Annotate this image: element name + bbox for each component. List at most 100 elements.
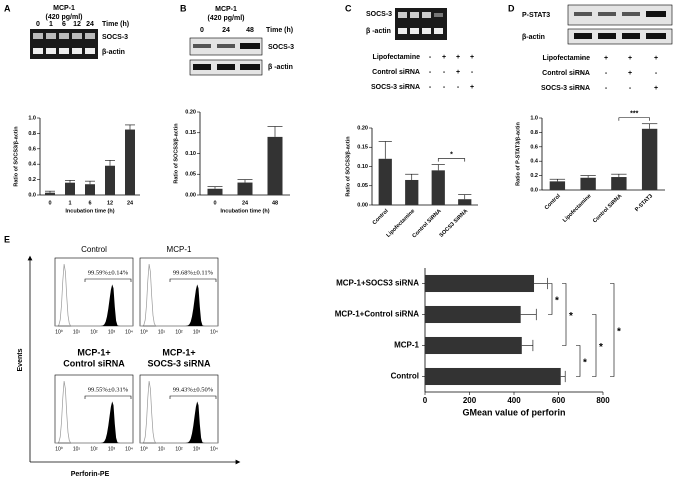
y-tick-label: 0.8 bbox=[28, 131, 36, 137]
treatment-sign: - bbox=[429, 54, 432, 61]
y-tick-label: MCP-1+SOCS3 siRNA bbox=[336, 279, 419, 288]
lane-label: 6 bbox=[62, 21, 66, 28]
histogram-x-tick-label: 10³ bbox=[193, 329, 201, 335]
x-tick-label: Lipofectamine bbox=[562, 193, 593, 224]
bar bbox=[85, 184, 95, 195]
x-tick-label: 0 bbox=[423, 396, 428, 405]
y-tick-label: 0.6 bbox=[530, 144, 538, 150]
treatment-label: SOCS-3 siRNA bbox=[541, 85, 590, 92]
blot-d bbox=[567, 4, 673, 45]
x-tick-label: Control SiRNA bbox=[592, 193, 623, 224]
treatment-sign: + bbox=[628, 70, 632, 77]
histogram-x-tick-label: 10³ bbox=[193, 446, 201, 452]
blot-subtitle: (420 pg/ml) bbox=[46, 14, 83, 21]
x-tick-label: 48 bbox=[272, 200, 278, 206]
x-tick-label: 6 bbox=[88, 200, 91, 206]
y-axis-label: Ratio of SOCS3/β-actin bbox=[13, 126, 19, 187]
x-tick-label: 400 bbox=[507, 396, 521, 405]
treatment-sign: + bbox=[456, 69, 460, 76]
histogram-x-tick-label: 10⁴ bbox=[125, 329, 133, 335]
y-tick-label: 0.4 bbox=[28, 162, 37, 168]
histogram-x-tick-label: 10³ bbox=[108, 446, 116, 452]
histogram-title: MCP-1 bbox=[167, 245, 192, 254]
treatment-sign: - bbox=[581, 70, 584, 77]
treatment-sign: - bbox=[655, 70, 658, 77]
blot-row-label: SOCS-3 bbox=[102, 34, 128, 41]
y-tick-label: 0.20 bbox=[185, 109, 196, 115]
x-tick-label: Control bbox=[372, 208, 390, 226]
significance-label: * bbox=[555, 296, 559, 307]
blot-row-label: β -actin bbox=[366, 28, 391, 35]
blot-subtitle: (420 pg/ml) bbox=[208, 15, 245, 22]
blot-title: MCP-1 bbox=[215, 6, 237, 13]
x-tick-label: 200 bbox=[463, 396, 477, 405]
treatment-sign: - bbox=[457, 84, 460, 91]
significance-label: * bbox=[450, 151, 453, 158]
histogram-subtitle: Control siRNA bbox=[63, 358, 125, 368]
histogram-x-tick-label: 10¹ bbox=[73, 329, 81, 335]
histogram-title: Control bbox=[81, 245, 107, 254]
y-tick-label: 1.0 bbox=[28, 115, 36, 121]
flow-x-label: Perforin-PE bbox=[71, 471, 110, 478]
blot-row-label: SOCS-3 bbox=[366, 11, 392, 18]
y-tick-label: 0.15 bbox=[357, 145, 368, 151]
y-tick-label: MCP-1+Control siRNA bbox=[335, 310, 419, 319]
histogram-x-tick-label: 10² bbox=[175, 446, 183, 452]
y-tick-label: 0.10 bbox=[357, 164, 368, 170]
panel-label: B bbox=[180, 3, 187, 13]
treatment-sign: - bbox=[629, 85, 632, 92]
y-axis-label: Ratio of P-STAT3/β-actin bbox=[515, 122, 521, 186]
bar bbox=[431, 170, 445, 205]
blot-a bbox=[30, 29, 98, 59]
y-tick-label: Control bbox=[391, 372, 419, 381]
significance-label: *** bbox=[630, 111, 638, 118]
histogram-x-tick-label: 10⁰ bbox=[55, 329, 63, 335]
bar bbox=[641, 128, 658, 190]
bar bbox=[207, 188, 223, 195]
perforin-histogram bbox=[140, 401, 218, 443]
gate-bracket bbox=[84, 278, 132, 282]
y-tick-label: 0.8 bbox=[530, 130, 538, 136]
panel-label: C bbox=[345, 3, 352, 13]
treatment-sign: + bbox=[654, 55, 658, 62]
y-tick-label: 0.4 bbox=[530, 159, 539, 165]
gate-bracket bbox=[169, 395, 217, 399]
lane-label: 24 bbox=[86, 21, 94, 28]
time-label: Time (h) bbox=[266, 27, 293, 34]
treatment-label: SOCS-3 siRNA bbox=[371, 84, 420, 91]
significance-label: * bbox=[599, 342, 603, 353]
bar bbox=[425, 305, 521, 324]
histogram-x-tick-label: 10⁴ bbox=[125, 446, 133, 452]
histogram-x-tick-label: 10⁴ bbox=[210, 329, 218, 335]
histogram-x-tick-label: 10² bbox=[175, 329, 183, 335]
lane-label: 0 bbox=[200, 27, 204, 34]
treatment-sign: + bbox=[470, 54, 474, 61]
histogram-x-tick-label: 10² bbox=[90, 446, 98, 452]
bar bbox=[580, 177, 596, 190]
histogram-title: MCP-1+ bbox=[77, 347, 110, 357]
treatment-sign: + bbox=[470, 84, 474, 91]
significance-bracket bbox=[610, 283, 615, 377]
y-tick-label: 0.15 bbox=[185, 130, 196, 136]
treatment-label: Control siRNA bbox=[542, 70, 590, 77]
treatment-sign: + bbox=[604, 55, 608, 62]
x-tick-label: Control bbox=[544, 193, 562, 211]
histogram-x-tick-label: 10² bbox=[90, 329, 98, 335]
significance-bracket bbox=[437, 158, 466, 162]
panel-label: A bbox=[4, 3, 11, 13]
bar bbox=[611, 177, 627, 190]
histogram-title: MCP-1+ bbox=[162, 347, 195, 357]
x-tick-label: 800 bbox=[596, 396, 610, 405]
blot-c bbox=[395, 8, 447, 40]
y-axis-label: Ratio of SOCS3/β-actin bbox=[173, 123, 179, 184]
bar bbox=[45, 192, 55, 195]
bar bbox=[425, 367, 561, 386]
significance-label: * bbox=[617, 327, 621, 338]
y-tick-label: 0.10 bbox=[185, 151, 196, 157]
bar bbox=[237, 182, 253, 195]
x-tick-label: 12 bbox=[107, 200, 113, 206]
x-tick-label: 24 bbox=[127, 200, 134, 206]
y-tick-label: 0.00 bbox=[357, 202, 368, 208]
treatment-sign: + bbox=[628, 55, 632, 62]
gate-percentage: 99.59%±0.14% bbox=[88, 269, 129, 276]
